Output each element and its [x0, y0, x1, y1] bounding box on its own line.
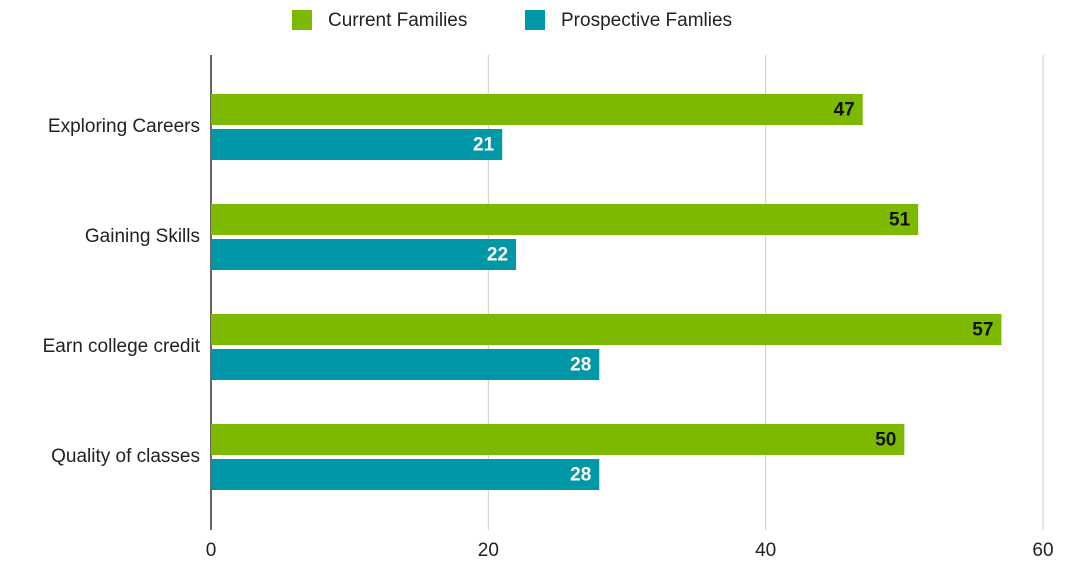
y-tick-label: Gaining Skills: [85, 226, 200, 247]
y-tick-label: Earn college credit: [43, 336, 201, 357]
bar: [211, 459, 600, 490]
value-label: 22: [487, 245, 508, 266]
x-tick-label: 20: [478, 540, 499, 561]
value-label: 21: [473, 135, 495, 156]
legend-label: Prospective Famlies: [561, 10, 732, 31]
legend-label: Current Families: [328, 10, 467, 31]
bar: [211, 424, 905, 455]
value-label: 28: [570, 355, 591, 376]
x-tick-label: 0: [206, 540, 217, 561]
value-label: 51: [889, 210, 911, 231]
legend-swatch: [525, 10, 545, 30]
legend-swatch: [292, 10, 312, 30]
bar: [211, 349, 600, 380]
y-tick-label: Quality of classes: [51, 446, 200, 467]
value-label: 47: [834, 100, 855, 121]
bar: [211, 129, 503, 160]
bar: [211, 94, 863, 125]
y-tick-label: Exploring Careers: [48, 116, 200, 137]
value-label: 57: [972, 320, 993, 341]
value-label: 50: [875, 430, 896, 451]
bar: [211, 239, 517, 270]
bar: [211, 204, 919, 235]
x-tick-label: 60: [1032, 540, 1053, 561]
x-tick-label: 40: [755, 540, 776, 561]
value-label: 28: [570, 465, 591, 486]
bar: [211, 314, 1002, 345]
